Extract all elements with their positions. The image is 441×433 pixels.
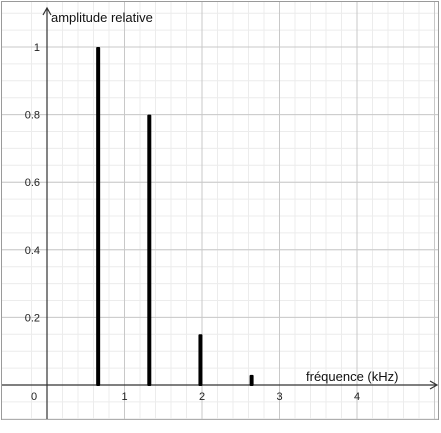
x-tick-label: 4 <box>354 391 360 403</box>
y-tick-label: 0.2 <box>25 312 40 324</box>
origin-label: 0 <box>31 391 37 403</box>
x-tick-label: 2 <box>199 391 205 403</box>
y-axis-title: amplitude relative <box>51 10 153 25</box>
major-grid <box>2 2 438 419</box>
bar-series <box>96 47 254 386</box>
bar <box>198 334 203 386</box>
tick-labels: 1 2 3 4 0.2 0.4 0.6 0.8 1 <box>25 42 360 403</box>
y-tick-label: 1 <box>34 42 40 54</box>
y-tick-label: 0.4 <box>25 245 40 257</box>
x-tick-label: 3 <box>277 391 283 403</box>
x-tick-label: 1 <box>122 391 128 403</box>
x-axis-title: fréquence (kHz) <box>306 369 398 384</box>
y-tick-label: 0.8 <box>25 110 40 122</box>
bar <box>96 47 101 386</box>
y-tick-label: 0.6 <box>25 177 40 189</box>
axes <box>2 6 439 419</box>
y-axis-arrow <box>42 6 52 16</box>
bar <box>147 114 152 386</box>
x-axis-arrow <box>429 380 439 390</box>
bar <box>249 374 254 386</box>
plot-border <box>1 1 439 420</box>
